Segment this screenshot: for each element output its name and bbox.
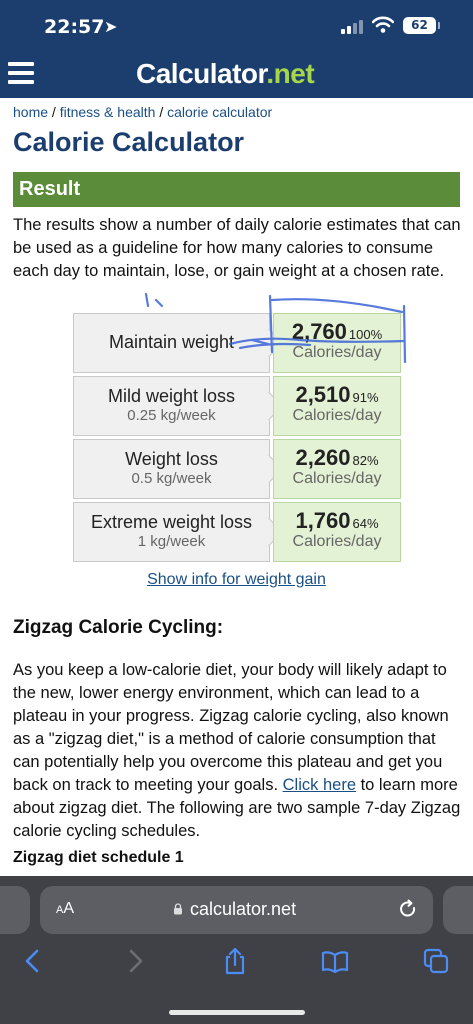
calorie-unit: Calories/day [292,470,382,487]
result-rate: 0.25 kg/week [127,407,216,424]
result-label: Mild weight loss [107,386,236,406]
result-value-cell: 2,760 100% Calories/day [273,313,401,373]
result-value-cell: 2,510 91% Calories/day [273,376,401,436]
calorie-percent: 91% [352,390,379,405]
zigzag-paragraph: As you keep a low-calorie diet, your bod… [13,659,463,843]
zigzag-text: As you keep a low-calorie diet, your bod… [13,661,449,794]
status-bar: 22:57 ➤ 62 [0,0,473,52]
intro-text: The results show a number of daily calor… [13,216,461,280]
aa-small: A [56,904,64,916]
wifi-icon [372,16,394,33]
result-rate: 0.5 kg/week [131,470,212,487]
page-title: Calorie Calculator [13,127,245,157]
cellular-signal-icon [341,20,363,34]
breadcrumb-current-link[interactable]: calorie calculator [167,104,273,120]
browser-nav-row [0,946,473,986]
result-label-cell: Extreme weight loss 1 kg/week [73,502,284,562]
reader-options-button[interactable]: AA [56,900,74,918]
forward-icon[interactable] [120,946,150,976]
breadcrumb-fitness-link[interactable]: fitness & health [59,104,156,120]
location-arrow-icon: ➤ [104,19,118,36]
url-text: calculator.net [190,899,297,919]
result-label: Extreme weight loss [90,512,253,532]
logo-dot: . [266,58,274,89]
calorie-unit: Calories/day [292,407,382,424]
result-label-cell: Maintain weight [73,313,284,373]
address-bar[interactable]: AA calculator.net [40,886,433,934]
calorie-value: 2,260 [295,445,351,470]
calorie-unit: Calories/day [292,533,382,550]
previous-tab-preview[interactable] [0,886,30,934]
bookmarks-icon[interactable] [320,946,350,976]
result-row-weight-loss: Weight loss 0.5 kg/week 2,260 82% Calorie… [73,439,401,499]
result-label: Weight loss [125,449,218,469]
result-row-mild-loss: Mild weight loss 0.25 kg/week 2,510 91% C… [73,376,401,436]
tabs-icon[interactable] [421,946,451,976]
next-tab-preview[interactable] [443,886,473,934]
site-logo[interactable]: Calculator.net [136,58,315,90]
logo-main: Calculator [136,58,267,89]
clock: 22:57 [44,16,105,38]
back-icon[interactable] [18,946,48,976]
result-value-cell: 2,260 82% Calories/day [273,439,401,499]
home-indicator[interactable] [169,1010,305,1015]
share-icon[interactable] [220,946,250,976]
result-rate: 1 kg/week [137,533,206,550]
top-bar: 22:57 ➤ 62 Calculator.net [0,0,473,98]
calorie-unit: Calories/day [292,344,382,361]
breadcrumb-home-link[interactable]: home [13,104,49,120]
result-row-maintain: Maintain weight 2,760 100% Calories/day [73,313,401,373]
results-table: Maintain weight 2,760 100% Calories/day M… [73,313,401,565]
battery-icon: 62 [403,17,440,34]
zigzag-heading: Zigzag Calorie Cycling: [13,617,224,638]
result-row-extreme-loss: Extreme weight loss 1 kg/week 1,760 64% C… [73,502,401,562]
site-header: Calculator.net [0,52,473,98]
logo-net: net [273,58,315,89]
calorie-percent: 64% [352,516,379,531]
zigzag-learn-more-link[interactable]: Click here [282,776,356,794]
breadcrumb-separator: / [155,104,168,120]
zigzag-text: to learn more about zigzag diet. The fol… [13,776,461,840]
breadcrumb-separator: / [48,104,60,120]
calorie-value: 2,510 [295,382,351,407]
result-heading: Result [13,172,460,207]
result-label-cell: Weight loss 0.5 kg/week [73,439,284,499]
result-label: Maintain weight [108,332,235,352]
breadcrumb: home / fitness & health / calorie calcul… [13,104,272,120]
menu-icon[interactable] [8,62,34,84]
reload-icon[interactable] [398,899,418,919]
weight-gain-link[interactable]: Show info for weight gain [147,571,326,588]
aa-big: A [63,900,75,917]
calorie-value: 2,760 [291,319,347,344]
calorie-value: 1,760 [295,508,351,533]
calorie-percent: 82% [352,453,379,468]
browser-toolbar: AA calculator.net [0,876,473,1024]
lock-icon [174,903,182,915]
calorie-percent: 100% [348,327,383,342]
result-label-cell: Mild weight loss 0.25 kg/week [73,376,284,436]
schedule-heading: Zigzag diet schedule 1 [13,849,184,866]
result-value-cell: 1,760 64% Calories/day [273,502,401,562]
